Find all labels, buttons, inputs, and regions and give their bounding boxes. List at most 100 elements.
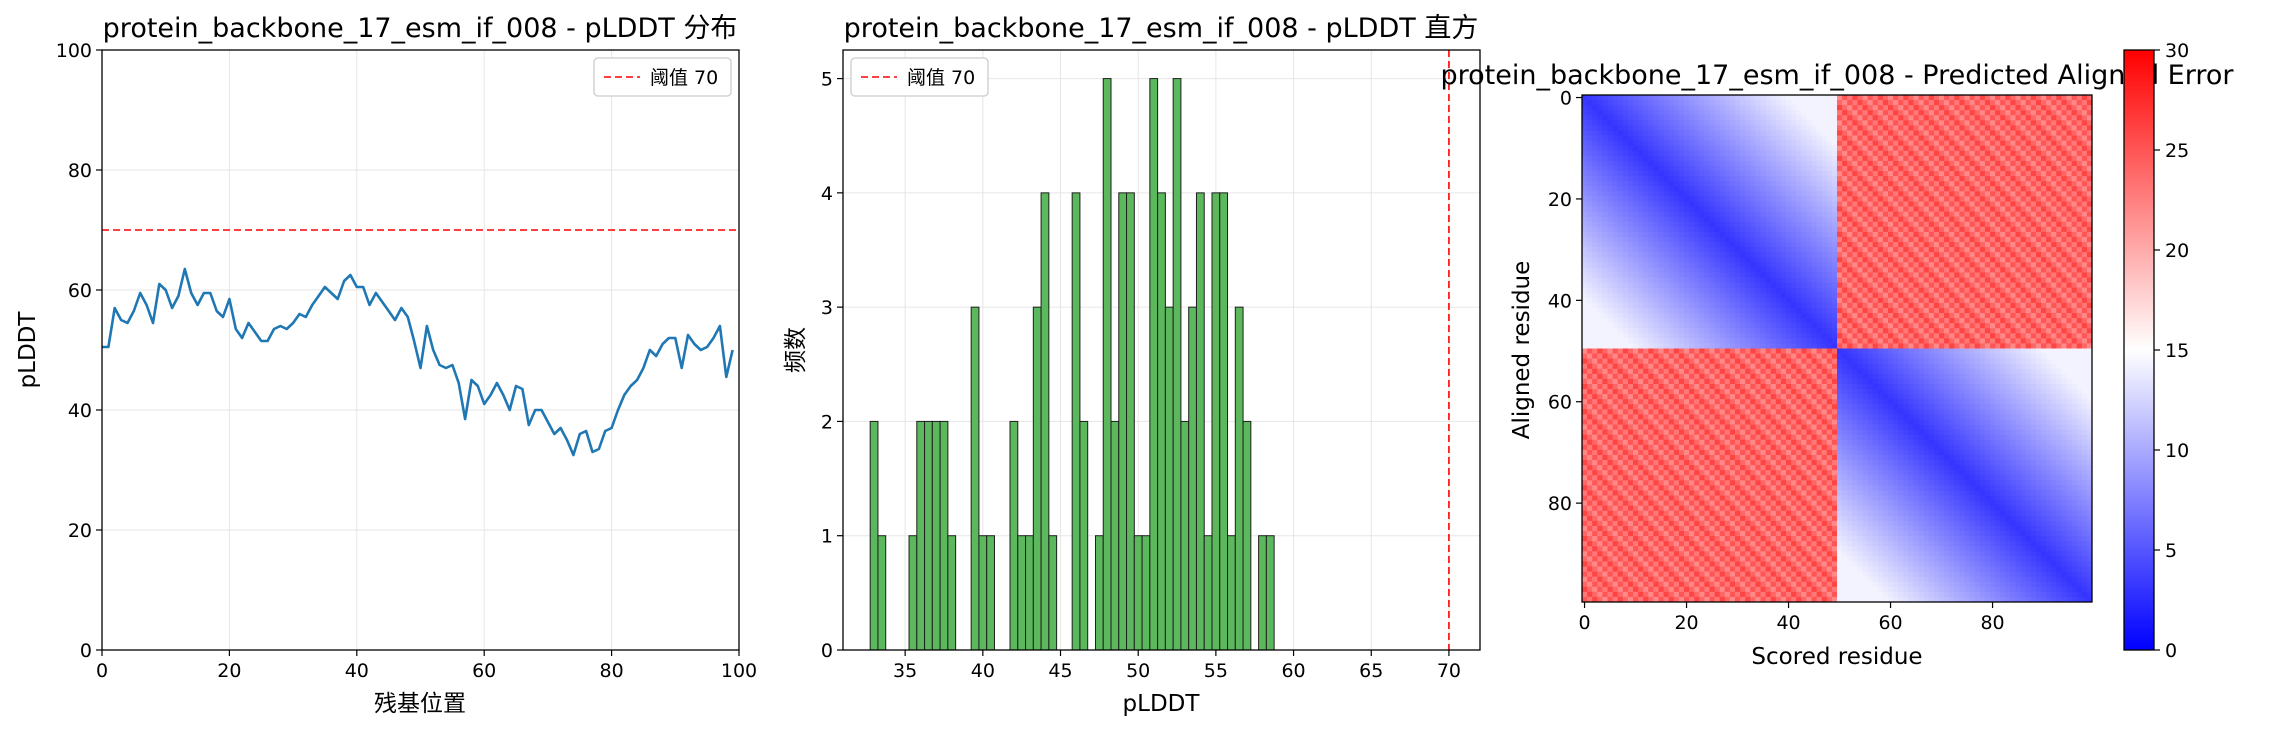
heatmap-cell: [1765, 125, 1772, 131]
heatmap-cell: [1689, 313, 1695, 319]
heatmap-cell: [1811, 287, 1817, 294]
heatmap-cell: [1959, 130, 1965, 136]
heatmap-cell: [1587, 252, 1593, 258]
heatmap-cell: [1821, 211, 1828, 218]
heatmap-cell: [2076, 186, 2083, 192]
heatmap-cell: [1765, 165, 1772, 172]
heatmap-cell: [1816, 257, 1823, 263]
heatmap-cell: [2076, 262, 2083, 268]
heatmap-cell: [1755, 221, 1761, 228]
heatmap-cell: [1964, 282, 1970, 289]
heatmap-cell: [1760, 236, 1766, 243]
heatmap-cell: [1714, 247, 1721, 253]
heatmap-cell: [1617, 150, 1624, 157]
heatmap-cell: [1796, 150, 1802, 157]
heatmap-cell: [2000, 236, 2006, 243]
heatmap-cell: [1995, 186, 2001, 192]
heatmap-cell: [1653, 140, 1659, 147]
heatmap-cell: [1964, 120, 1970, 126]
heatmap-cell: [2025, 287, 2032, 294]
heatmap-cell: [2030, 145, 2037, 152]
heatmap-cell: [1918, 160, 1925, 167]
heatmap-cell: [1694, 282, 1700, 289]
heatmap-cell: [1990, 287, 1996, 294]
heatmap-cell: [1939, 120, 1945, 126]
heatmap-cell: [1765, 257, 1772, 263]
heatmap-cell: [1847, 333, 1853, 339]
heatmap-cell: [1923, 211, 1930, 218]
heatmap-cell: [1750, 262, 1756, 268]
heatmap-cell: [1699, 95, 1705, 101]
heatmap-cell: [1974, 176, 1981, 182]
heatmap-cell: [2061, 120, 2067, 126]
heatmap-cell: [2071, 318, 2078, 324]
heatmap-cell: [2030, 236, 2037, 243]
heatmap-cell: [1908, 292, 1914, 299]
heatmap-cell: [1877, 297, 1884, 304]
heatmap-cell: [1944, 160, 1950, 167]
heatmap-cell: [1602, 267, 1608, 273]
heatmap-cell: [1673, 171, 1680, 177]
heatmap-cell: [1724, 176, 1731, 182]
heatmap-cell: [1939, 231, 1945, 238]
heatmap-cell: [2066, 140, 2072, 147]
heatmap-cell: [1852, 247, 1858, 253]
heatmap-cell: [1882, 216, 1889, 223]
heatmap-cell: [1582, 221, 1588, 228]
heatmap-cell: [1949, 313, 1955, 319]
heatmap-cell: [1903, 252, 1909, 258]
heatmap-cell: [1995, 181, 2001, 187]
heatmap-cell: [1923, 318, 1930, 324]
heatmap-cell: [1755, 186, 1761, 192]
heatmap-cell: [1694, 318, 1700, 324]
heatmap-cell: [2000, 211, 2006, 218]
heatmap-cell: [1602, 110, 1608, 116]
heatmap-cell: [1597, 95, 1603, 101]
heatmap-cell: [1821, 313, 1828, 319]
heatmap-cell: [1678, 216, 1685, 223]
heatmap-cell: [1699, 262, 1705, 268]
heatmap-cell: [2000, 287, 2006, 294]
heatmap-cell: [1678, 272, 1685, 278]
heatmap-cell: [1908, 216, 1914, 223]
heatmap-cell: [1857, 307, 1863, 314]
heatmap-cell: [1663, 125, 1670, 131]
heatmap-cell: [1653, 272, 1659, 278]
heatmap-cell: [1704, 338, 1710, 344]
heatmap-cell: [2076, 95, 2083, 101]
heatmap-cell: [1811, 216, 1817, 223]
heatmap-cell: [2020, 115, 2027, 121]
heatmap-cell: [1704, 130, 1710, 136]
heatmap-cell: [1735, 338, 1741, 344]
heatmap-cell: [1699, 257, 1705, 263]
heatmap-cell: [1770, 105, 1777, 111]
heatmap-cell: [1893, 196, 1899, 202]
heatmap-cell: [1831, 191, 1838, 197]
heatmap-cell: [1837, 165, 1843, 172]
heatmap-cell: [2030, 95, 2037, 101]
heatmap-cell: [1918, 313, 1925, 319]
heatmap-cell: [1816, 171, 1823, 177]
heatmap-cell: [1622, 130, 1629, 136]
heatmap-cell: [1984, 160, 1991, 167]
heatmap-cell: [1877, 231, 1884, 238]
heatmap-cell: [1724, 125, 1731, 131]
heatmap-cell: [1755, 287, 1761, 294]
heatmap-cell: [1653, 196, 1659, 202]
heatmap-cell: [1597, 267, 1603, 273]
heatmap-cell: [1933, 323, 1940, 329]
heatmap-cell: [2020, 247, 2027, 253]
heatmap-cell: [1643, 211, 1649, 218]
heatmap-cell: [1709, 125, 1715, 131]
heatmap-cell: [1673, 135, 1680, 142]
heatmap-cell: [1745, 95, 1751, 101]
heatmap-cell: [1984, 196, 1991, 202]
heatmap-cell: [2035, 211, 2042, 218]
heatmap-cell: [1587, 100, 1593, 106]
heatmap-cell: [1633, 328, 1639, 334]
heatmap-cell: [1678, 206, 1685, 213]
heatmap-cell: [2005, 231, 2011, 238]
heatmap-cell: [1724, 140, 1731, 147]
heatmap-cell: [1678, 95, 1685, 101]
heatmap-cell: [1745, 262, 1751, 268]
